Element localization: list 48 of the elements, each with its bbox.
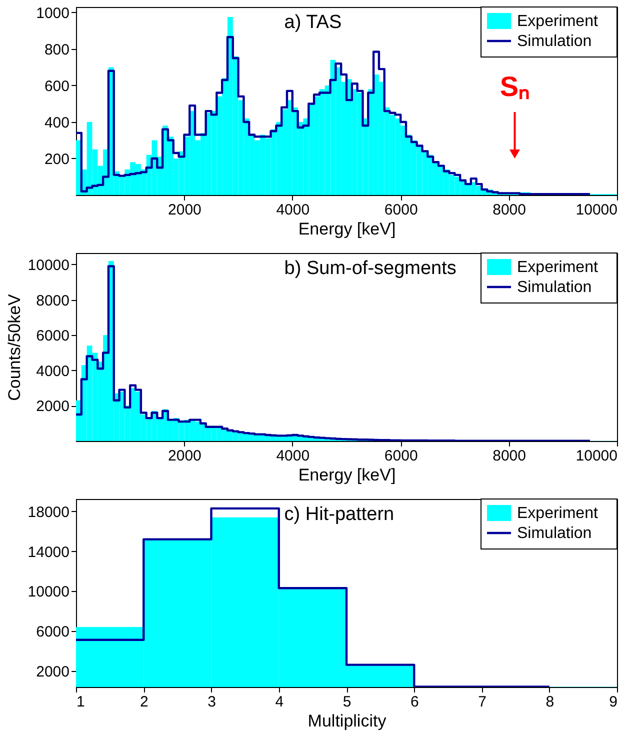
annotation: Sₙ bbox=[500, 71, 530, 102]
y-tick-label: 14000 bbox=[28, 544, 70, 561]
y-tick-label: 18000 bbox=[28, 504, 70, 521]
x-tick-label: 7 bbox=[478, 694, 486, 710]
x-tick-label: 8000 bbox=[492, 202, 526, 218]
y-tick-label: 1000 bbox=[36, 4, 70, 22]
x-tick-label: 2000 bbox=[168, 448, 202, 464]
y-tick-label: 8000 bbox=[36, 292, 70, 310]
x-tick-label: 1 bbox=[76, 694, 85, 710]
y-axis-title: Counts/50keV bbox=[4, 293, 24, 401]
y-tick-label: 6000 bbox=[36, 328, 70, 345]
y-tick-label: 400 bbox=[44, 114, 70, 132]
x-tick-label: 4000 bbox=[276, 448, 310, 464]
y-tick-label: 800 bbox=[44, 41, 70, 58]
y-tick-label: 4000 bbox=[36, 362, 70, 380]
y-tick-label: 200 bbox=[44, 150, 70, 168]
y-tick-label: 10000 bbox=[28, 584, 70, 601]
x-tick-label: 4 bbox=[275, 694, 284, 710]
legend-label: Simulation bbox=[517, 525, 592, 542]
x-tick-label: 6 bbox=[410, 694, 419, 710]
x-tick-label: 8000 bbox=[492, 448, 526, 464]
y-tick-label: 10000 bbox=[28, 256, 70, 274]
chart-title: c) Hit-pattern bbox=[284, 504, 394, 525]
x-tick-label: 6000 bbox=[384, 448, 418, 464]
x-tick-label: 6000 bbox=[384, 202, 418, 218]
legend-label: Simulation bbox=[517, 279, 592, 296]
y-tick-label: 600 bbox=[44, 78, 70, 95]
chart-title: b) Sum-of-segments bbox=[284, 258, 456, 279]
x-tick-label: 10000 bbox=[576, 202, 618, 218]
y-tick-label: 6000 bbox=[36, 623, 70, 640]
legend-label: Experiment bbox=[517, 13, 598, 30]
x-tick-label: 4000 bbox=[276, 202, 310, 218]
x-tick-label: 10000 bbox=[576, 448, 618, 464]
legend-label: Experiment bbox=[517, 505, 598, 522]
x-tick-label: 3 bbox=[208, 694, 216, 710]
y-tick-label: 2000 bbox=[36, 663, 70, 680]
x-tick-label: 8 bbox=[546, 694, 554, 710]
x-tick-label: 2000 bbox=[168, 202, 202, 218]
x-axis-title: Multiplicity bbox=[308, 712, 387, 730]
x-tick-label: 5 bbox=[342, 694, 352, 710]
x-tick-label: 2 bbox=[140, 694, 148, 710]
legend-label: Simulation bbox=[517, 33, 592, 50]
chart-title: a) TAS bbox=[284, 12, 342, 33]
x-axis-title: Energy [keV] bbox=[298, 466, 396, 484]
x-axis-title: Energy [keV] bbox=[298, 220, 396, 238]
y-tick-label: 2000 bbox=[36, 398, 70, 416]
x-tick-label: 9 bbox=[609, 694, 618, 710]
legend-label: Experiment bbox=[517, 259, 598, 276]
